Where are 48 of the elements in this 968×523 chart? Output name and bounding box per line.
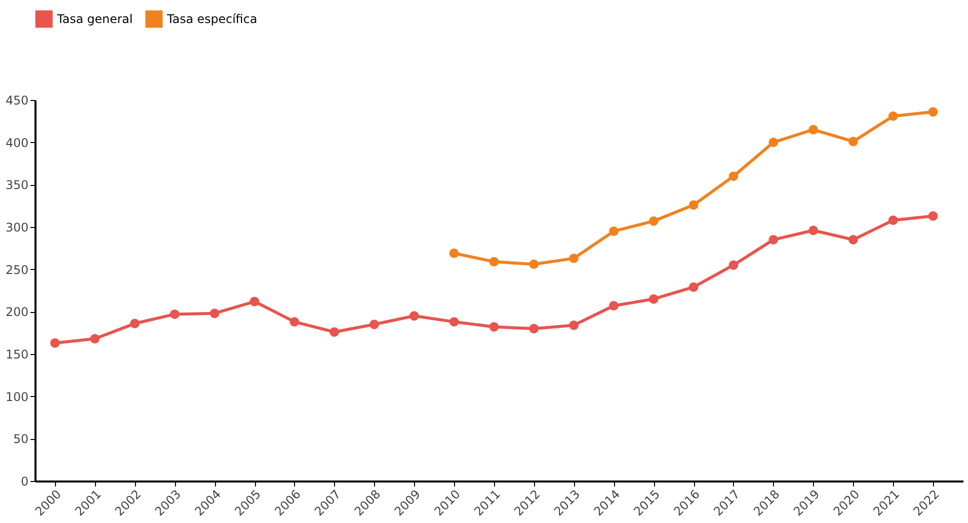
y-tick-label: 300: [6, 220, 28, 234]
point: [569, 254, 579, 264]
y-tick-label: 200: [6, 305, 28, 320]
point: [768, 138, 778, 148]
legend-label: Tasa específica: [166, 12, 258, 26]
y-tick-label: 50: [13, 432, 28, 446]
y-tick-label: 150: [6, 348, 28, 362]
point: [648, 294, 658, 304]
y-tick-label: 0: [20, 474, 28, 488]
y-tick-label: 400: [6, 136, 28, 150]
point: [728, 260, 738, 270]
legend-label: Tasa general: [56, 12, 133, 26]
point: [489, 256, 499, 266]
point: [688, 282, 698, 292]
point: [768, 234, 778, 244]
point: [688, 200, 698, 210]
point: [529, 324, 539, 334]
point: [848, 136, 858, 146]
point: [888, 215, 898, 225]
point: [808, 124, 818, 134]
y-tick-label: 100: [6, 390, 28, 404]
point: [848, 234, 858, 244]
point: [90, 334, 100, 344]
point: [50, 338, 60, 348]
point: [529, 260, 539, 269]
point: [449, 248, 459, 258]
point: [928, 107, 938, 117]
point: [648, 216, 658, 226]
point: [569, 320, 579, 330]
y-tick-label: 250: [6, 262, 28, 277]
point: [130, 318, 140, 328]
point: [888, 111, 898, 121]
y-tick-label: 450: [6, 94, 28, 108]
point: [330, 327, 340, 337]
point: [609, 301, 618, 310]
point: [290, 317, 300, 327]
point: [449, 317, 459, 327]
point: [728, 171, 738, 181]
point: [170, 309, 180, 319]
point: [250, 296, 260, 306]
y-tick-label: 350: [6, 178, 28, 192]
point: [409, 311, 419, 321]
point: [808, 226, 818, 236]
point: [489, 322, 499, 332]
point: [370, 320, 380, 330]
point: [609, 226, 618, 236]
point: [210, 308, 220, 318]
point: [928, 211, 938, 221]
